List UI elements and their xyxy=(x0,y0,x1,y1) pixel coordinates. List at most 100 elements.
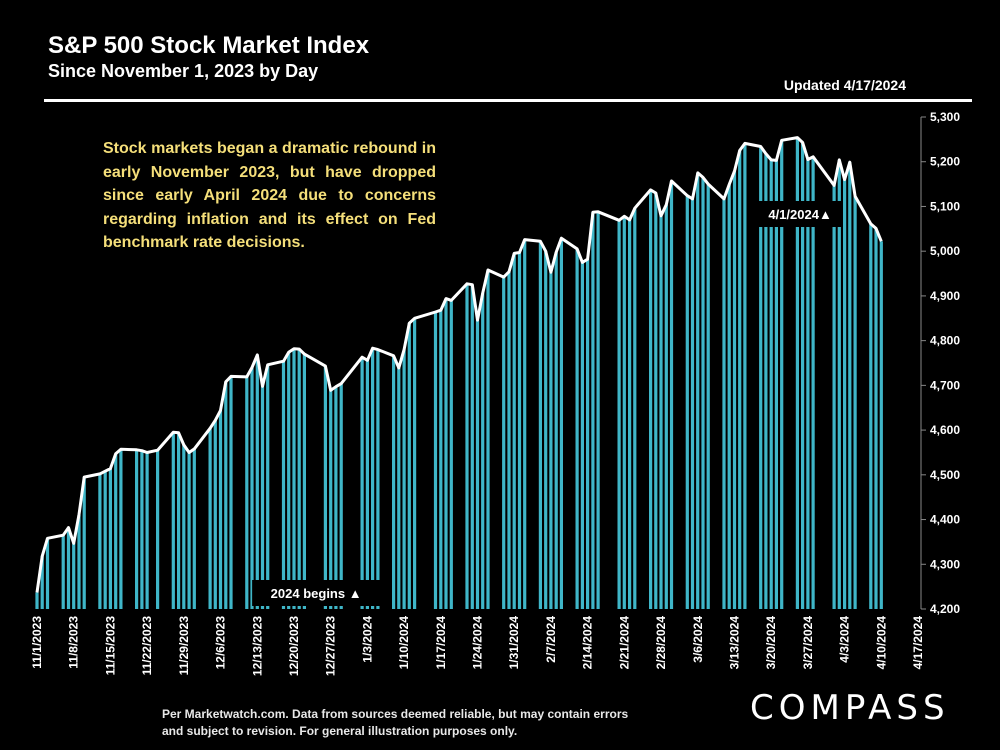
bar xyxy=(654,193,658,609)
y-tick-label: 4,700 xyxy=(930,378,960,392)
bar xyxy=(696,172,700,609)
bar xyxy=(486,270,490,609)
line-series xyxy=(35,136,883,593)
bar xyxy=(119,449,123,609)
bar xyxy=(287,352,291,609)
y-tick-label: 4,900 xyxy=(930,289,960,303)
bar xyxy=(465,283,469,609)
x-tick-label: 12/13/2023 xyxy=(250,616,264,676)
bar xyxy=(339,383,343,609)
bar xyxy=(764,153,768,609)
bar xyxy=(177,432,181,609)
bar xyxy=(187,452,191,609)
bar xyxy=(40,556,44,609)
bar xyxy=(738,150,742,609)
y-tick-label: 5,000 xyxy=(930,244,960,258)
bar xyxy=(869,223,873,609)
bar xyxy=(722,198,726,609)
bar xyxy=(769,159,773,609)
y-tick-label: 4,600 xyxy=(930,423,960,437)
bar xyxy=(554,252,558,609)
bar xyxy=(801,142,805,609)
x-tick-label: 11/22/2023 xyxy=(140,616,154,676)
index-line xyxy=(35,136,883,593)
x-tick-label: 3/20/2024 xyxy=(764,616,778,670)
bar xyxy=(82,477,86,609)
x-tick-label: 12/27/2023 xyxy=(324,616,338,676)
x-tick-label: 11/15/2023 xyxy=(103,616,117,676)
bar xyxy=(297,349,301,609)
x-tick-label: 2/7/2024 xyxy=(544,616,558,663)
y-axis: 4,200 4,300 4,400 4,500 4,600 4,700 4,800 4,900… xyxy=(921,110,960,616)
bar xyxy=(140,450,144,609)
bar xyxy=(502,277,506,609)
bar xyxy=(439,310,443,609)
annotation-2024-begins: 2024 begins ▲ xyxy=(252,580,381,606)
bar xyxy=(433,312,438,609)
bar xyxy=(701,177,705,609)
bar xyxy=(649,189,653,609)
y-tick-label: 5,300 xyxy=(930,110,960,124)
x-tick-label: 12/20/2023 xyxy=(287,616,301,676)
y-tick-label: 5,200 xyxy=(930,155,960,169)
bar xyxy=(848,162,852,609)
bar xyxy=(171,432,175,609)
bar xyxy=(470,284,474,609)
bar xyxy=(413,318,417,609)
bar xyxy=(732,171,737,609)
bar xyxy=(633,208,637,609)
source-footnote: Per Marketwatch.com. Data from sources d… xyxy=(162,707,629,738)
bar xyxy=(371,348,375,609)
x-tick-label: 1/17/2024 xyxy=(434,616,448,670)
x-tick-label: 4/3/2024 xyxy=(838,616,852,663)
x-tick-label: 2/21/2024 xyxy=(617,616,631,670)
bar xyxy=(229,376,233,609)
bar-series xyxy=(35,137,883,610)
bar xyxy=(329,390,333,609)
bar xyxy=(266,364,270,609)
bar xyxy=(250,367,254,609)
commentary-note: Stock markets began a dramatic rebound i… xyxy=(103,140,436,251)
bar xyxy=(213,420,217,609)
bar xyxy=(145,452,149,609)
bar xyxy=(512,253,516,609)
bar xyxy=(664,204,668,609)
bar xyxy=(402,349,406,609)
x-tick-label: 4/17/2024 xyxy=(911,616,925,670)
bar xyxy=(182,444,186,609)
bar xyxy=(549,272,553,609)
bar xyxy=(281,361,286,609)
x-tick-label: 1/31/2024 xyxy=(507,616,521,670)
y-tick-label: 4,400 xyxy=(930,513,960,527)
x-tick-label: 11/29/2023 xyxy=(177,616,191,676)
bar xyxy=(444,298,448,609)
bar xyxy=(517,252,522,609)
bar xyxy=(45,538,50,609)
bar xyxy=(156,450,160,609)
chart-subtitle: Since November 1, 2023 by Day xyxy=(48,61,319,81)
x-tick-label: 1/24/2024 xyxy=(471,616,485,670)
chart-title: S&P 500 Stock Market Index xyxy=(48,32,370,59)
bar xyxy=(591,212,595,610)
bar xyxy=(292,348,296,609)
bar xyxy=(843,179,847,609)
bar xyxy=(260,386,265,609)
bar xyxy=(774,160,778,609)
x-tick-label: 4/10/2024 xyxy=(874,616,888,670)
x-tick-label: 12/6/2023 xyxy=(214,616,228,670)
bar xyxy=(879,241,883,610)
bar xyxy=(35,592,39,609)
bar xyxy=(103,471,107,609)
bar xyxy=(72,543,76,609)
bar xyxy=(376,349,380,609)
annotation-box xyxy=(252,580,381,606)
bar xyxy=(77,514,81,609)
bar xyxy=(544,251,548,609)
bar xyxy=(407,323,411,609)
annotation-box xyxy=(758,201,843,227)
header-rule xyxy=(44,99,972,102)
bar xyxy=(507,271,511,609)
bar xyxy=(108,468,112,609)
bar xyxy=(397,367,401,609)
